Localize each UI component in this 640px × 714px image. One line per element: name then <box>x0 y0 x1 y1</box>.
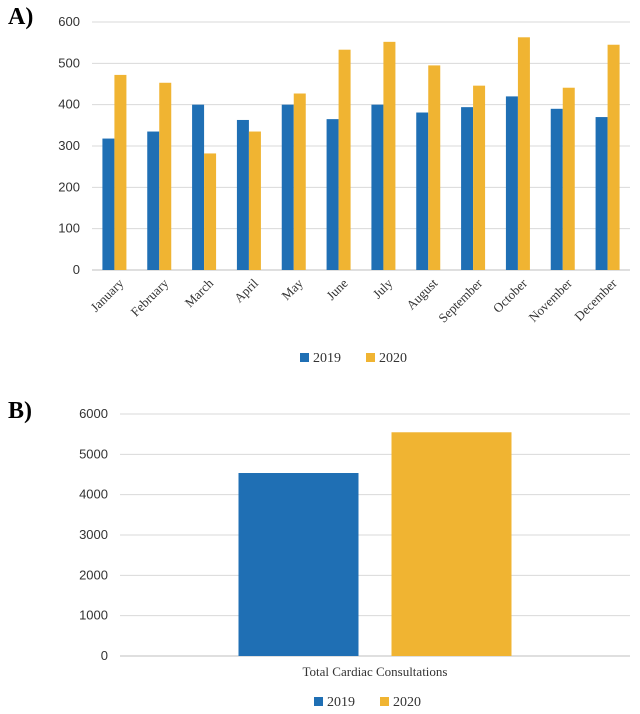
bar-2019 <box>238 473 359 656</box>
y-tick-label: 500 <box>58 55 80 70</box>
bar-2019 <box>236 119 249 271</box>
bar-2020 <box>338 49 351 271</box>
legend-swatch-2019 <box>300 353 309 362</box>
legend-swatch-2019 <box>314 697 323 706</box>
bar-2020 <box>607 44 620 270</box>
bar-2019 <box>326 119 339 270</box>
x-category-label: Total Cardiac Consultations <box>303 664 448 679</box>
bar-2020 <box>391 432 512 656</box>
y-tick-label: 6000 <box>79 406 108 421</box>
bar-2020 <box>562 87 575 270</box>
y-tick-label: 4000 <box>79 487 108 502</box>
y-tick-label: 1000 <box>79 608 108 623</box>
bar-2020 <box>517 37 530 270</box>
panel-b-label: B) <box>8 398 32 424</box>
bar-2020 <box>248 131 261 270</box>
y-tick-label: 0 <box>73 262 80 277</box>
legend-swatch-2020 <box>366 353 375 362</box>
bar-2019 <box>281 104 294 271</box>
legend-label-2019: 2019 <box>327 695 355 710</box>
bar-2020 <box>114 74 127 270</box>
legend-label-2020: 2020 <box>393 695 421 710</box>
bar-2019 <box>147 131 160 270</box>
bar-2020 <box>293 93 306 270</box>
bar-2019 <box>550 108 563 270</box>
y-tick-label: 100 <box>58 221 80 236</box>
bar-2019 <box>461 107 474 270</box>
bar-2020 <box>383 41 396 271</box>
y-tick-label: 0 <box>101 648 108 663</box>
y-tick-label: 400 <box>58 97 80 112</box>
y-tick-label: 600 <box>58 14 80 29</box>
bar-2019 <box>416 112 429 271</box>
legend-label-2020: 2020 <box>379 351 407 366</box>
legend-label-2019: 2019 <box>313 351 341 366</box>
y-tick-label: 5000 <box>79 446 108 461</box>
legend-swatch-2020 <box>380 697 389 706</box>
y-tick-label: 200 <box>58 179 80 194</box>
bar-2019 <box>505 96 518 271</box>
bar-2019 <box>371 104 384 271</box>
bar-2019 <box>595 117 608 270</box>
panel-a-label: A) <box>8 4 34 30</box>
bar-2020 <box>159 82 172 270</box>
bar-2019 <box>102 138 115 270</box>
y-tick-label: 300 <box>58 138 80 153</box>
bar-2019 <box>192 104 205 271</box>
bar-2020 <box>473 85 486 270</box>
bar-2020 <box>428 65 441 271</box>
y-tick-label: 2000 <box>79 567 108 582</box>
bar-2020 <box>204 153 217 270</box>
y-tick-label: 3000 <box>79 527 108 542</box>
